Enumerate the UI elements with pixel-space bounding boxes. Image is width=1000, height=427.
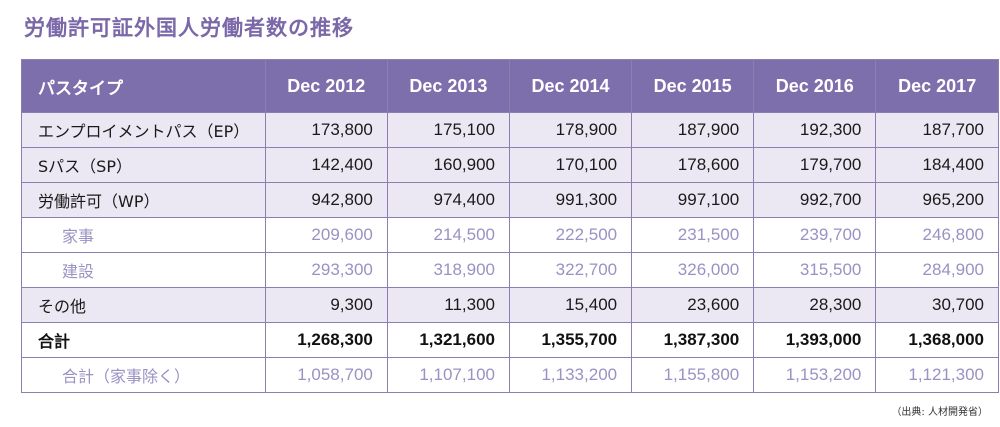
- table-cell: 997,100: [631, 182, 755, 218]
- table-cell: 326,000: [631, 252, 755, 288]
- table-cell: 11,300: [387, 287, 510, 323]
- table-cell: 9,300: [265, 287, 388, 323]
- table-cell: 992,700: [753, 182, 877, 218]
- table-cell: 942,800: [265, 182, 388, 218]
- data-table: パスタイプ Dec 2012 Dec 2013 Dec 2014 Dec 201…: [22, 60, 998, 392]
- table-cell: 179,700: [753, 147, 877, 183]
- table-header-row: パスタイプ Dec 2012 Dec 2013 Dec 2014 Dec 201…: [22, 60, 998, 113]
- table-cell: 28,300: [753, 287, 877, 323]
- table-cell: 178,600: [631, 147, 755, 183]
- table-cell: 1,058,700: [265, 357, 388, 392]
- table-row: 合計 1,268,300 1,321,600 1,355,700 1,387,300 1,…: [22, 322, 998, 358]
- table-cell: 209,600: [265, 217, 388, 253]
- table-cell: 239,700: [753, 217, 877, 253]
- table-cell: 178,900: [509, 112, 633, 148]
- worker-table: パスタイプ Dec 2012 Dec 2013 Dec 2014 Dec 201…: [21, 59, 999, 393]
- table-cell: 142,400: [265, 147, 388, 183]
- row-label: 家事: [22, 217, 266, 253]
- table-cell: 173,800: [265, 112, 388, 148]
- page-title: 労働許可証外国人労働者数の推移: [24, 16, 354, 40]
- table-cell: 187,900: [631, 112, 755, 148]
- row-label: その他: [22, 287, 266, 323]
- row-label: 労働許可（WP）: [22, 182, 266, 218]
- source-note: （出典: 人材開発省）: [891, 407, 988, 418]
- row-label: 合計: [22, 322, 266, 358]
- table-cell: 965,200: [875, 182, 998, 218]
- header-dec-2013: Dec 2013: [387, 60, 510, 113]
- header-dec-2017: Dec 2017: [875, 60, 998, 113]
- table-cell: 1,155,800: [631, 357, 755, 392]
- table-cell: 222,500: [509, 217, 633, 253]
- header-dec-2015: Dec 2015: [631, 60, 755, 113]
- table-cell: 1,355,700: [509, 322, 633, 358]
- table-cell: 175,100: [387, 112, 510, 148]
- table-cell: 1,107,100: [387, 357, 510, 392]
- table-row: 建設 293,300 318,900 322,700 326,000 315,500 284…: [22, 252, 998, 288]
- table-cell: 1,387,300: [631, 322, 755, 358]
- table-cell: 246,800: [875, 217, 998, 253]
- table-cell: 30,700: [875, 287, 998, 323]
- table-cell: 23,600: [631, 287, 755, 323]
- table-cell: 1,321,600: [387, 322, 510, 358]
- header-dec-2012: Dec 2012: [265, 60, 388, 113]
- table-row: 合計（家事除く） 1,058,700 1,107,100 1,133,200 1,155…: [22, 357, 998, 392]
- table-cell: 974,400: [387, 182, 510, 218]
- table-cell: 1,133,200: [509, 357, 633, 392]
- table-cell: 170,100: [509, 147, 633, 183]
- row-label: 合計（家事除く）: [22, 357, 266, 392]
- table-cell: 991,300: [509, 182, 633, 218]
- header-dec-2014: Dec 2014: [509, 60, 633, 113]
- header-pass-type: パスタイプ: [22, 60, 266, 113]
- table-cell: 315,500: [753, 252, 877, 288]
- table-cell: 322,700: [509, 252, 633, 288]
- table-cell: 318,900: [387, 252, 510, 288]
- table-cell: 1,153,200: [753, 357, 877, 392]
- table-cell: 187,700: [875, 112, 998, 148]
- row-label: Sパス（SP）: [22, 147, 266, 183]
- table-row: その他 9,300 11,300 15,400 23,600 28,300 30,700: [22, 287, 998, 323]
- table-body: エンプロイメントパス（EP） 173,800 175,100 178,900 187,9…: [22, 112, 998, 392]
- table-cell: 15,400: [509, 287, 633, 323]
- table-cell: 214,500: [387, 217, 510, 253]
- row-label: 建設: [22, 252, 266, 288]
- table-row: Sパス（SP） 142,400 160,900 170,100 178,600 179,7…: [22, 147, 998, 183]
- table-row: 労働許可（WP） 942,800 974,400 991,300 997,100 992,…: [22, 182, 998, 218]
- table-cell: 1,121,300: [875, 357, 998, 392]
- row-label: エンプロイメントパス（EP）: [22, 112, 266, 148]
- table-cell: 160,900: [387, 147, 510, 183]
- table-row: エンプロイメントパス（EP） 173,800 175,100 178,900 187,9…: [22, 112, 998, 148]
- table-cell: 192,300: [753, 112, 877, 148]
- table-cell: 1,393,000: [753, 322, 877, 358]
- header-dec-2016: Dec 2016: [753, 60, 877, 113]
- table-cell: 184,400: [875, 147, 998, 183]
- table-cell: 1,368,000: [875, 322, 998, 358]
- table-cell: 231,500: [631, 217, 755, 253]
- table-cell: 1,268,300: [265, 322, 388, 358]
- table-row: 家事 209,600 214,500 222,500 231,500 239,700 246…: [22, 217, 998, 253]
- table-cell: 284,900: [875, 252, 998, 288]
- table-cell: 293,300: [265, 252, 388, 288]
